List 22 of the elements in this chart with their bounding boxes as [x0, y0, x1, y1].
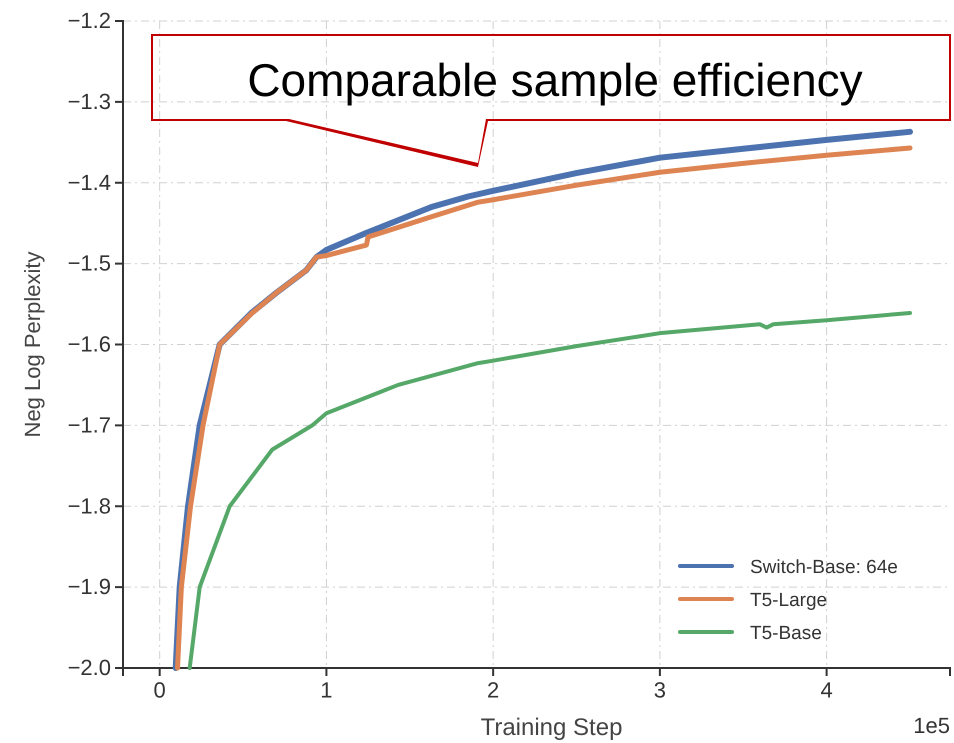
y-tick-label: −1.4: [68, 170, 111, 195]
y-tick-label: −1.8: [68, 493, 111, 518]
x-tick-label: 2: [487, 678, 500, 703]
legend-label: Switch-Base: 64e: [750, 557, 898, 578]
y-tick-label: −1.2: [68, 8, 111, 34]
y-tick-label: −1.3: [68, 88, 111, 114]
x-axis-title: Training Step: [480, 714, 622, 741]
y-tick-label: −1.7: [68, 412, 111, 438]
legend-label: T5-Base: [750, 623, 822, 644]
y-tick-label: −1.6: [68, 332, 111, 357]
x-tick-label: 0: [154, 678, 166, 703]
x-tick-label: 4: [820, 678, 833, 703]
line-series: [188, 310, 912, 670]
text: 1e5: [913, 713, 950, 738]
legend-label: T5-Large: [750, 590, 828, 611]
y-tick-label: −1.5: [68, 250, 111, 276]
x-tick-label: 3: [654, 678, 666, 703]
y-axis-title: Neg Log Perplexity: [20, 252, 45, 438]
y-tick-label: −2.0: [68, 655, 111, 680]
x-tick-label: 1: [320, 678, 333, 703]
annotation: Comparable sample efficiency: [247, 54, 863, 106]
y-tick-label: −1.9: [68, 574, 111, 600]
